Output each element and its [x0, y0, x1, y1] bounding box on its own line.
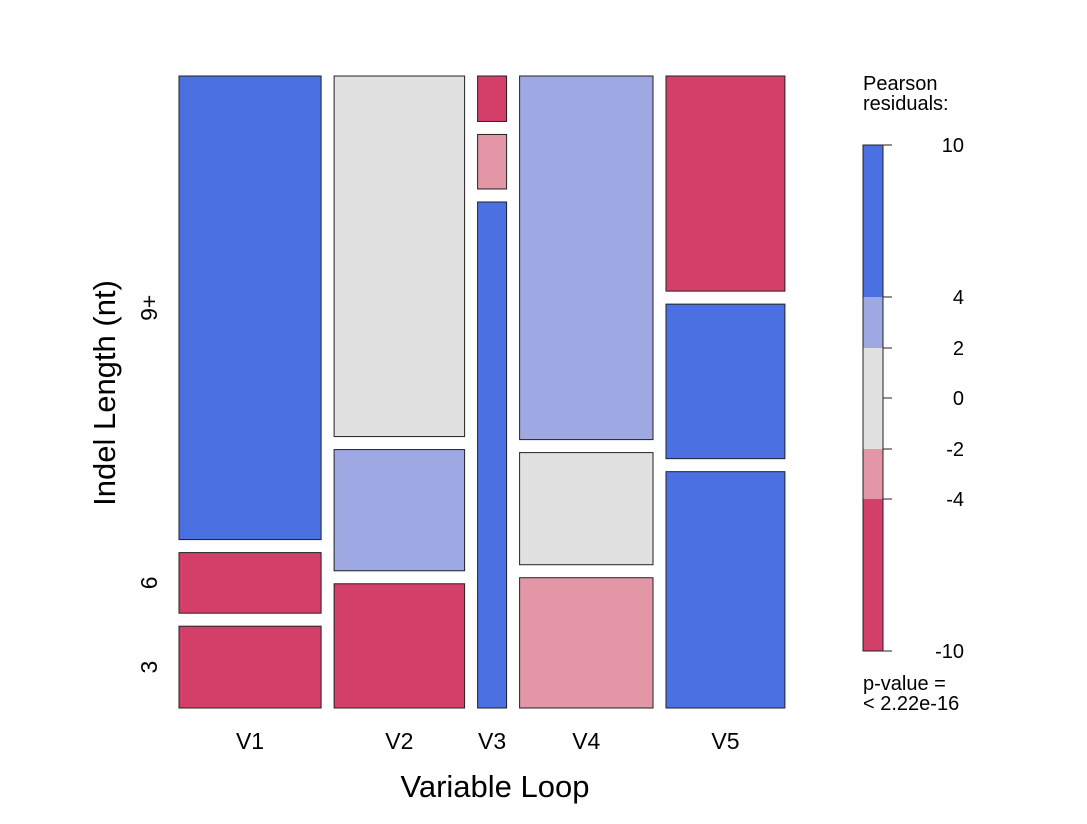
- legend-band: [863, 297, 883, 348]
- y-tick-label: 9+: [136, 295, 162, 321]
- legend-tick-label: 0: [953, 388, 964, 410]
- legend-title-line1: Pearson: [863, 73, 938, 95]
- legend-band: [863, 348, 883, 449]
- mosaic-tile-v5-3: [665, 471, 786, 709]
- mosaic-tiles: [178, 75, 786, 709]
- legend-tick-label: -2: [946, 439, 964, 461]
- mosaic-tile-v2-9plus: [333, 75, 466, 438]
- legend-tick-label: -10: [935, 641, 964, 663]
- legend-tick-label: 2: [953, 338, 964, 360]
- x-tick-label: V4: [572, 728, 600, 754]
- legend-color-bar: [862, 144, 884, 652]
- legend: Pearson residuals: 10 4 2 0 -2 -4 -10 p-value …: [862, 73, 964, 715]
- legend-ticks: 10 4 2 0 -2 -4 -10: [883, 135, 964, 663]
- mosaic-tile-v3-6: [477, 133, 508, 190]
- legend-band: [863, 145, 883, 297]
- mosaic-tile-v5-9plus: [665, 75, 786, 292]
- y-tick-label: 3: [136, 661, 162, 674]
- mosaic-tile-v1-3: [178, 625, 322, 709]
- x-tick-label: V1: [236, 728, 264, 754]
- legend-tick-label: 10: [942, 135, 964, 157]
- x-tick-labels: V1 V2 V3 V4 V5: [236, 728, 740, 754]
- y-tick-label: 6: [136, 576, 162, 589]
- mosaic-tile-v4-9plus: [519, 75, 654, 441]
- x-tick-label: V2: [385, 728, 413, 754]
- x-tick-label: V3: [478, 728, 506, 754]
- legend-tick-label: 4: [953, 287, 964, 309]
- y-axis-label: Indel Length (nt): [87, 280, 122, 506]
- p-value-line1: p-value =: [863, 673, 946, 695]
- mosaic-tile-v1-9plus: [178, 75, 322, 541]
- mosaic-tile-v4-6: [519, 452, 654, 566]
- mosaic-tile-v2-6: [333, 449, 466, 572]
- x-tick-label: V5: [711, 728, 739, 754]
- legend-tick-label: -4: [946, 489, 964, 511]
- mosaic-tile-v3-9plus: [477, 75, 508, 122]
- legend-band: [863, 449, 883, 499]
- legend-band: [863, 499, 883, 651]
- mosaic-tile-v1-6: [178, 552, 322, 614]
- x-axis-label: Variable Loop: [400, 769, 589, 804]
- mosaic-tile-v3-3: [477, 201, 508, 709]
- mosaic-tile-v2-3: [333, 583, 466, 709]
- legend-title-line2: residuals:: [863, 93, 949, 115]
- p-value-line2: < 2.22e-16: [863, 693, 959, 715]
- mosaic-tile-v4-3: [519, 577, 654, 709]
- mosaic-tile-v5-6: [665, 303, 786, 460]
- y-tick-labels: 3 6 9+: [136, 295, 162, 674]
